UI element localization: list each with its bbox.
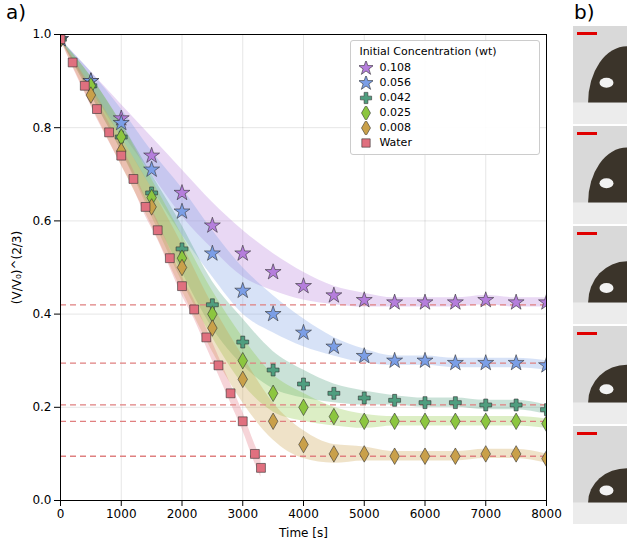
svg-text:4000: 4000 [288,507,319,521]
svg-text:3000: 3000 [227,507,258,521]
svg-text:1000: 1000 [106,507,137,521]
svg-text:Time [s]: Time [s] [278,526,328,540]
html-text:0.042: 0.042 [379,91,411,104]
svg-text:2000: 2000 [167,507,198,521]
svg-text:0.4: 0.4 [32,307,51,321]
html-text:0.056: 0.056 [379,76,411,89]
svg-text:(V/V₀)^(2/3): (V/V₀)^(2/3) [10,231,24,304]
svg-text:1.0: 1.0 [32,27,51,41]
svg-text:7000: 7000 [470,507,501,521]
html-text:a): a) [6,0,27,24]
svg-text:6000: 6000 [410,507,441,521]
html-text:0.025: 0.025 [379,106,411,119]
html-text:Initial Concentration (wt): Initial Concentration (wt) [359,45,497,58]
svg-text:5000: 5000 [349,507,380,521]
svg-text:0.2: 0.2 [32,400,51,414]
svg-text:0.6: 0.6 [32,214,51,228]
html-text:0.108: 0.108 [379,61,411,74]
svg-text:0.0: 0.0 [32,493,51,507]
html-text:b): b) [574,0,595,24]
html-text:Water: Water [379,136,412,149]
svg-text:8000: 8000 [531,507,562,521]
svg-text:0.8: 0.8 [32,121,51,135]
svg-text:0: 0 [57,507,65,521]
html-text:0.008: 0.008 [379,121,411,134]
